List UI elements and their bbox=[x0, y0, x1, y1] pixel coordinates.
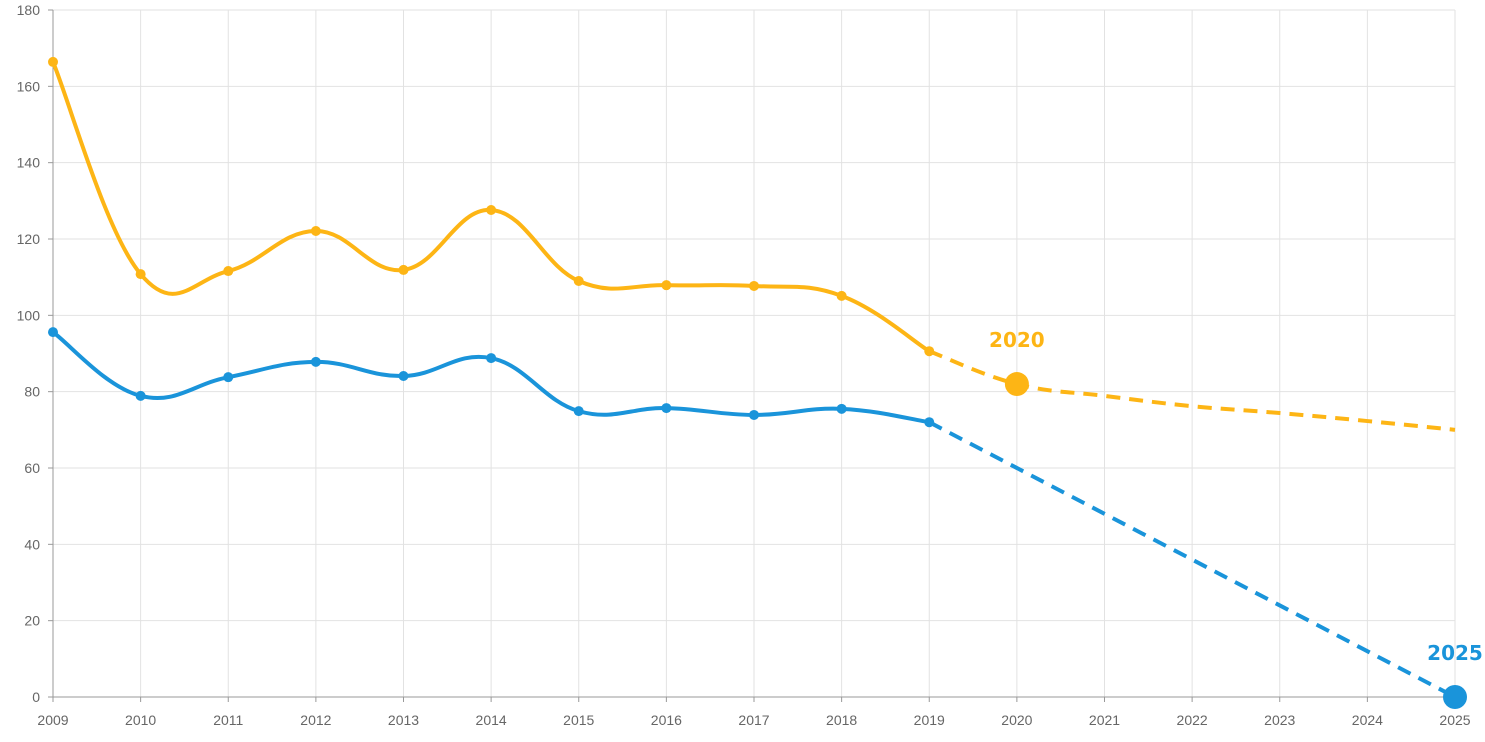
data-point[interactable] bbox=[486, 353, 497, 364]
data-point[interactable] bbox=[48, 327, 58, 338]
grid bbox=[52, 9, 1456, 698]
x-tick-label: 2018 bbox=[826, 712, 857, 728]
data-point[interactable] bbox=[486, 204, 497, 215]
x-axis: 2009 2010 2011 2012 2013 2014 2015 2016 2017 2018… bbox=[37, 696, 1471, 728]
x-tick-label: 2012 bbox=[300, 712, 331, 728]
x-tick-label: 2023 bbox=[1264, 712, 1295, 728]
data-point[interactable] bbox=[223, 372, 234, 383]
projection-line bbox=[928, 420, 1456, 699]
y-tick-label: 80 bbox=[24, 384, 40, 400]
x-tick-label: 2009 bbox=[37, 712, 68, 728]
data-point[interactable] bbox=[573, 275, 584, 286]
data-point[interactable] bbox=[48, 56, 58, 67]
data-point[interactable] bbox=[223, 266, 234, 277]
x-tick-label: 2016 bbox=[651, 712, 682, 728]
x-tick-label: 2019 bbox=[914, 712, 945, 728]
data-point[interactable] bbox=[135, 269, 146, 280]
x-tick-label: 2015 bbox=[563, 712, 594, 728]
highlight-point[interactable] bbox=[1004, 372, 1029, 397]
data-point[interactable] bbox=[310, 356, 321, 367]
data-point[interactable] bbox=[661, 403, 672, 414]
data-point[interactable] bbox=[749, 280, 759, 291]
data-point[interactable] bbox=[924, 346, 935, 357]
y-tick-label: 20 bbox=[24, 613, 40, 629]
highlight-label: 2025 bbox=[1427, 641, 1483, 665]
x-tick-label: 2024 bbox=[1352, 712, 1383, 728]
y-tick-label: 120 bbox=[17, 231, 41, 247]
y-tick-label: 60 bbox=[24, 460, 40, 476]
x-tick-label: 2013 bbox=[388, 712, 419, 728]
x-tick-label: 2021 bbox=[1089, 712, 1120, 728]
highlight-point[interactable] bbox=[1443, 685, 1467, 709]
y-axis: 0 20 40 60 80 100 120 140 160 180 bbox=[17, 2, 54, 705]
y-tick-label: 100 bbox=[17, 307, 41, 323]
data-point[interactable] bbox=[836, 403, 847, 414]
data-point[interactable] bbox=[573, 406, 584, 417]
x-tick-label: 2010 bbox=[125, 712, 156, 728]
y-tick-label: 160 bbox=[17, 78, 41, 94]
x-tick-label: 2011 bbox=[213, 712, 243, 728]
data-point[interactable] bbox=[836, 290, 847, 301]
x-tick-label: 2025 bbox=[1439, 712, 1470, 728]
data-point[interactable] bbox=[661, 280, 672, 291]
series-line bbox=[51, 61, 931, 353]
y-tick-label: 40 bbox=[24, 536, 40, 552]
data-point[interactable] bbox=[749, 409, 759, 420]
highlight-label: 2020 bbox=[989, 328, 1045, 352]
data-point[interactable] bbox=[924, 417, 935, 428]
series-yellow: 2020 bbox=[48, 56, 1456, 432]
y-tick-label: 140 bbox=[17, 155, 41, 171]
x-tick-label: 2022 bbox=[1177, 712, 1208, 728]
y-tick-label: 0 bbox=[32, 689, 40, 705]
data-point[interactable] bbox=[398, 371, 409, 382]
x-tick-label: 2017 bbox=[738, 712, 769, 728]
series-blue: 2025 bbox=[48, 327, 1483, 709]
data-point[interactable] bbox=[135, 390, 146, 401]
y-tick-label: 180 bbox=[17, 2, 41, 18]
x-tick-label: 2020 bbox=[1001, 712, 1032, 728]
x-tick-label: 2014 bbox=[476, 712, 507, 728]
data-point[interactable] bbox=[310, 225, 321, 236]
data-point[interactable] bbox=[398, 264, 409, 275]
series-layer: 2020 2025 bbox=[48, 56, 1483, 709]
